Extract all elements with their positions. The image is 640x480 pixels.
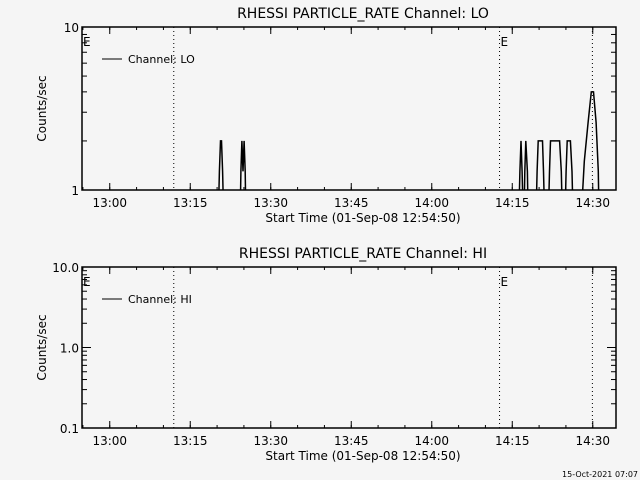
x-tick-label: 14:15 xyxy=(495,434,530,448)
event-marker: E xyxy=(83,275,91,289)
event-marker: E xyxy=(83,35,91,49)
y-tick-label: 1.0 xyxy=(60,342,79,356)
x-tick-label: 14:00 xyxy=(414,434,449,448)
event-marker: E xyxy=(501,35,509,49)
x-tick-label: 13:15 xyxy=(173,196,208,210)
x-tick-label: 14:30 xyxy=(575,196,610,210)
x-tick-label: 13:00 xyxy=(92,196,127,210)
x-axis-label: Start Time (01-Sep-08 12:54:50) xyxy=(265,449,460,463)
y-tick-label: 10.0 xyxy=(52,261,79,275)
y-tick-label: 10 xyxy=(64,21,79,35)
plot-frame xyxy=(81,26,617,191)
footer-timestamp: 15-Oct-2021 07:07 xyxy=(562,470,638,479)
y-axis-label: Counts/sec xyxy=(35,314,49,380)
x-tick-label: 13:30 xyxy=(253,434,288,448)
x-tick-label: 14:30 xyxy=(575,434,610,448)
series-line xyxy=(218,91,600,190)
legend-label: Channel: HI xyxy=(128,293,192,306)
y-tick-label: 1 xyxy=(71,184,79,198)
event-marker: E xyxy=(501,275,509,289)
x-tick-label: 13:45 xyxy=(334,434,369,448)
x-tick-label: 13:00 xyxy=(92,434,127,448)
y-axis-label: Counts/sec xyxy=(35,75,49,141)
x-tick-label: 13:15 xyxy=(173,434,208,448)
x-tick-label: 14:15 xyxy=(495,196,530,210)
x-axis-label: Start Time (01-Sep-08 12:54:50) xyxy=(265,211,460,225)
x-tick-label: 14:00 xyxy=(414,196,449,210)
plot-frame xyxy=(81,266,617,429)
y-tick-label: 0.1 xyxy=(60,422,79,436)
chart-title: RHESSI PARTICLE_RATE Channel: HI xyxy=(239,246,487,262)
legend-label: Channel: LO xyxy=(128,53,195,66)
x-tick-label: 13:30 xyxy=(253,196,288,210)
x-tick-label: 13:45 xyxy=(334,196,369,210)
chart-title: RHESSI PARTICLE_RATE Channel: LO xyxy=(237,6,489,22)
